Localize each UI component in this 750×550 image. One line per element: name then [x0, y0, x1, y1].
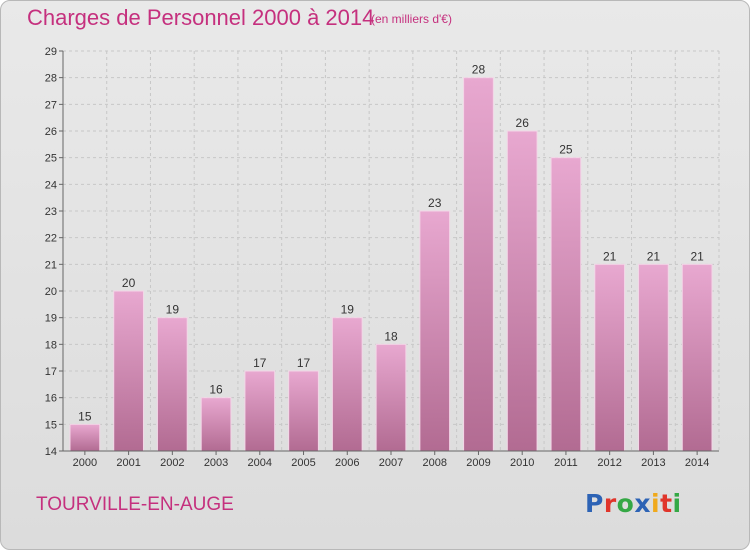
bar: [681, 263, 713, 452]
chart-title: Charges de Personnel 2000 à 2014: [27, 5, 375, 30]
y-tick-label: 21: [45, 259, 57, 271]
bars: [69, 77, 713, 452]
bar: [244, 370, 276, 452]
x-tick-label: 2009: [466, 457, 490, 469]
data-label: 28: [472, 63, 486, 77]
x-tick-label: 2014: [685, 457, 709, 469]
data-label: 17: [297, 356, 311, 370]
data-label: 21: [603, 249, 617, 263]
y-tick-label: 17: [45, 366, 57, 378]
y-tick-label: 23: [45, 206, 57, 218]
logo-letter: i: [672, 489, 682, 518]
bar: [288, 370, 319, 452]
x-tick-label: 2005: [291, 457, 315, 469]
bar: [638, 263, 669, 452]
data-label: 25: [559, 143, 573, 157]
logo-letter: x: [634, 489, 651, 518]
bar: [594, 263, 626, 452]
x-tick-label: 2012: [597, 457, 621, 469]
data-label: 23: [428, 196, 442, 210]
x-tick-label: 2004: [248, 457, 272, 469]
y-tick-label: 20: [45, 286, 57, 298]
logo-letter: t: [660, 489, 673, 518]
chart-subtitle: (en milliers d'€): [371, 12, 452, 26]
data-label: 16: [209, 383, 223, 397]
x-tick-label: 2008: [422, 457, 446, 469]
bar: [200, 397, 232, 452]
data-label: 26: [516, 116, 530, 130]
bar: [156, 317, 188, 452]
data-label: 15: [78, 409, 92, 423]
y-tick-label: 15: [45, 419, 57, 431]
x-tick-label: 2001: [116, 457, 140, 469]
data-label: 20: [122, 276, 136, 290]
bar: [375, 343, 407, 452]
data-label: 17: [253, 356, 267, 370]
data-label: 18: [384, 329, 398, 343]
logo-letter: i: [651, 489, 661, 518]
bar: [506, 130, 538, 452]
bar: [550, 157, 582, 452]
proxiti-logo[interactable]: Proxiti: [585, 489, 682, 518]
y-tick-label: 19: [45, 313, 57, 325]
data-label: 21: [647, 249, 661, 263]
bar: [331, 317, 363, 452]
y-tick-label: 25: [45, 153, 57, 165]
bar: [419, 210, 451, 452]
y-tick-label: 22: [45, 233, 57, 245]
town-name: TOURVILLE-EN-AUGE: [36, 494, 234, 515]
x-tick-label: 2003: [204, 457, 228, 469]
data-label: 19: [166, 303, 180, 317]
x-tick-label: 2000: [73, 457, 97, 469]
y-tick-label: 14: [45, 446, 57, 458]
data-label: 21: [690, 249, 704, 263]
logo-letter: P: [585, 489, 604, 518]
bar: [113, 290, 144, 452]
logo-letter: o: [616, 489, 635, 518]
x-tick-label: 2010: [510, 457, 534, 469]
x-tick-label: 2007: [379, 457, 403, 469]
bar: [463, 77, 494, 452]
y-tick-label: 27: [45, 99, 57, 111]
bar: [69, 423, 101, 452]
logo-letter: r: [603, 489, 617, 518]
x-tick-label: 2002: [160, 457, 184, 469]
data-labels: 15 20 19 16 17 17 19 18 23 28 26 25 21 21 21: [78, 63, 704, 424]
y-tick-label: 18: [45, 339, 57, 351]
y-tick-label: 26: [45, 126, 57, 138]
y-tick-label: 29: [45, 46, 57, 58]
data-label: 19: [341, 303, 355, 317]
x-tick-label: 2011: [554, 457, 578, 469]
x-tick-label: 2013: [641, 457, 665, 469]
axes: 14 15 16 17 18 19 20 21 22 23 24 25 26 27 28 29 2000 2001…: [45, 46, 719, 469]
y-tick-label: 28: [45, 73, 57, 85]
y-tick-label: 24: [45, 179, 57, 191]
x-tick-label: 2006: [335, 457, 359, 469]
y-tick-label: 16: [45, 393, 57, 405]
